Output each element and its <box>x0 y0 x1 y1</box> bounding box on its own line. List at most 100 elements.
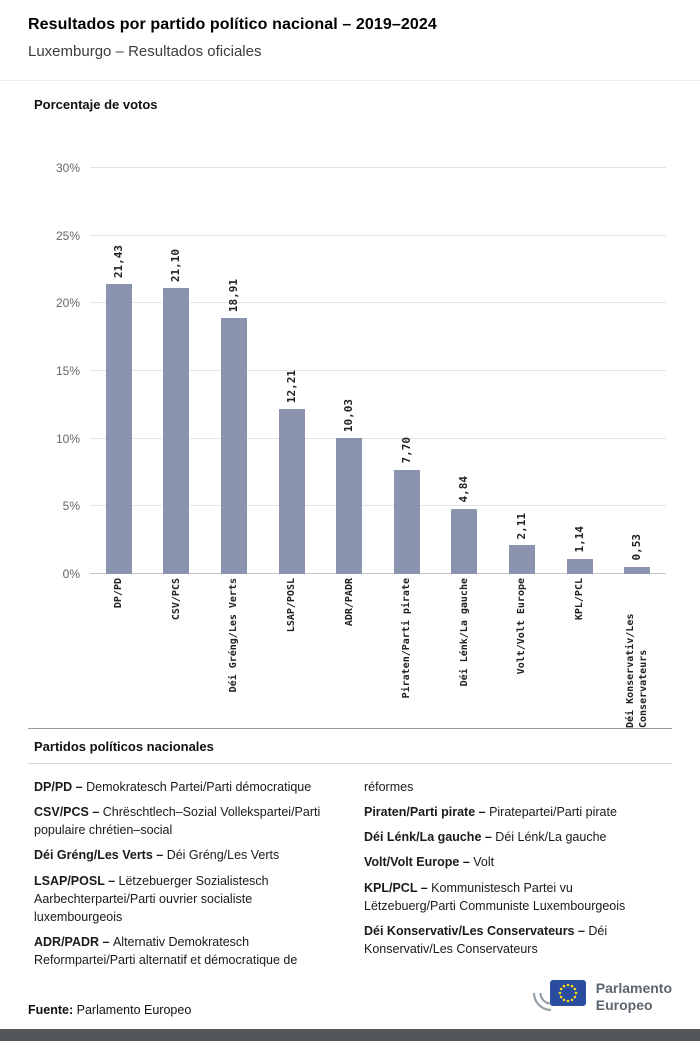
bar-value-label: 1,14 <box>572 526 586 553</box>
x-axis-label-slot: Déi Gréng/Les Verts <box>205 578 263 728</box>
bar-value-label: 21,10 <box>169 249 183 283</box>
x-axis-label-slot: LSAP/POSL <box>263 578 321 728</box>
x-axis-category-label: CSV/PCS <box>170 578 182 621</box>
report-header: Resultados por partido político nacional… <box>0 0 700 81</box>
bar <box>220 318 247 574</box>
party-definition: KPL/PCL – Kommunistesch Partei vu Lëtzeb… <box>364 880 626 913</box>
party-definition: Déi Gréng/Les Verts – Déi Gréng/Les Vert… <box>34 848 280 863</box>
y-axis-tick-label: 10% <box>55 431 80 446</box>
party-abbreviation: CSV/PCS – <box>34 805 103 820</box>
x-axis-label-slot: Volt/Volt Europe <box>493 578 551 728</box>
bar-column: 2,11 <box>493 168 551 574</box>
gridline <box>90 370 666 371</box>
gridline <box>90 302 666 304</box>
x-axis-category-label: Déi Konservativ/Les Conservateurs <box>625 613 650 728</box>
logo-line-1: Parlamento <box>595 980 672 997</box>
party-definition: ADR/PADR – Alternativ Demokratesch Refor… <box>34 934 298 967</box>
x-axis-label-slot: Piraten/Parti pirate <box>378 578 436 728</box>
bar <box>393 469 420 574</box>
gridline <box>90 167 666 168</box>
x-axis-category-label: LSAP/POSL <box>286 578 298 633</box>
bar <box>278 408 305 574</box>
bars-group: 21,43 21,10 18,91 12,21 10,03 7,70 4,84 2,11 1,1… <box>90 168 666 574</box>
party-legend-columns: DP/PD – Demokratesch Partei/Parti démocr… <box>28 764 672 980</box>
bar-column: 21,43 <box>90 168 148 574</box>
bar <box>451 508 478 574</box>
bar-value-label: 18,91 <box>226 278 240 313</box>
party-definition: Déi Lénk/La gauche – Déi Lénk/La gauche <box>364 830 607 845</box>
y-axis-tick-label: 20% <box>55 296 80 311</box>
bar-chart-plot: 21,43 21,10 18,91 12,21 10,03 7,70 4,84 2,11 1,1… <box>56 161 666 581</box>
bar <box>336 438 363 574</box>
party-abbreviation: ADR/PADR – <box>34 934 113 949</box>
bar-column: 10,03 <box>320 168 378 574</box>
bar-column: 18,91 <box>205 168 263 574</box>
party-definition: CSV/PCS – Chrëschtlech–Sozial Vollekspar… <box>34 805 321 838</box>
source-label: Fuente: <box>28 1003 74 1017</box>
y-axis-tick-label: 5% <box>62 499 80 514</box>
bar <box>624 566 651 574</box>
logo-wordmark: Parlamento Europeo <box>596 980 672 1012</box>
bar-value-label: 12,21 <box>284 369 298 403</box>
x-axis-category-label: KPL/PCL <box>574 578 586 621</box>
bar-column: 21,10 <box>148 168 206 574</box>
y-axis-tick-label: 25% <box>55 228 80 243</box>
party-abbreviation: DP/PD – <box>34 780 87 794</box>
logo-line-2: Europeo <box>595 996 653 1013</box>
party-abbreviation: Déi Lénk/La gauche – <box>364 830 496 845</box>
x-axis-label-slot: ADR/PADR <box>320 578 378 728</box>
party-legend-section: Partidos políticos nacionales DP/PD – De… <box>28 728 672 980</box>
party-definition: Déi Konservativ/Les Conservateurs – Déi … <box>364 923 608 956</box>
x-axis-label-slot: Déi Konservativ/Les Conservateurs <box>608 578 666 728</box>
x-axis-category-label: Piraten/Parti pirate <box>401 578 413 699</box>
gridline <box>90 234 666 236</box>
x-axis-label-slot: Déi Lénk/La gauche <box>436 578 494 728</box>
x-axis-label-slot: KPL/PCL <box>551 578 609 728</box>
party-abbreviation: Déi Gréng/Les Verts – <box>34 848 167 863</box>
bar-column: 1,14 <box>551 168 609 574</box>
party-abbreviation: LSAP/POSL – <box>34 873 119 888</box>
page-title: Resultados por partido político nacional… <box>28 16 437 33</box>
bar-column: 12,21 <box>263 168 321 574</box>
x-axis-label-slot: CSV/PCS <box>148 578 206 728</box>
x-axis-category-label: Volt/Volt Europe <box>516 578 528 675</box>
bar-column: 4,84 <box>436 168 494 574</box>
bar-value-label: 0,53 <box>630 534 644 561</box>
party-definition: DP/PD – Demokratesch Partei/Parti démocr… <box>34 780 312 794</box>
source-value: Parlamento Europeo <box>76 1003 192 1017</box>
bar-column: 7,70 <box>378 168 436 574</box>
party-abbreviation: Déi Konservativ/Les Conservateurs – <box>364 923 589 938</box>
bar-column: 0,53 <box>608 168 666 574</box>
party-definition: réformes <box>364 780 414 794</box>
bar-value-label: 2,11 <box>514 512 528 540</box>
bar <box>566 558 593 574</box>
x-axis-category-label: ADR/PADR <box>343 578 355 627</box>
x-axis-category-label: DP/PD <box>113 578 125 609</box>
party-legend-heading: Partidos políticos nacionales <box>28 729 672 764</box>
page-subtitle: Luxemburgo – Resultados oficiales <box>28 43 262 60</box>
party-abbreviation: Piraten/Parti pirate – <box>364 805 490 820</box>
y-axis-tick-label: 15% <box>55 364 80 378</box>
bar-value-label: 10,03 <box>342 399 356 433</box>
party-abbreviation: KPL/PCL – <box>364 880 432 895</box>
party-definition: Piraten/Parti pirate – Piratepartei/Part… <box>364 805 617 820</box>
bar <box>508 545 535 574</box>
party-abbreviation: Volt/Volt Europe – <box>364 855 474 870</box>
footer: Fuente: Parlamento Europeo Parlament <box>28 974 672 1019</box>
gridline <box>90 573 666 574</box>
bar-value-label: 7,70 <box>399 437 413 464</box>
y-axis-tick-label: 30% <box>55 161 80 175</box>
gridline <box>90 437 666 439</box>
bar-value-label: 21,43 <box>111 244 125 278</box>
x-axis-category-label: Déi Gréng/Les Verts <box>228 578 240 693</box>
chart-title: Porcentaje de votos <box>34 97 158 112</box>
y-axis-tick-label: 0% <box>62 567 80 581</box>
chart-section: Porcentaje de votos 21,43 21,10 18,91 12,21… <box>0 81 700 728</box>
x-axis-labels: DP/PD CSV/PCS Déi Gréng/Les Verts LSAP/POSL… <box>90 578 666 728</box>
bar <box>163 288 190 574</box>
party-definition: Volt/Volt Europe – Volt <box>364 855 495 870</box>
bar-value-label: 4,84 <box>457 476 471 503</box>
x-axis-label-slot: DP/PD <box>90 578 148 728</box>
source-note: Fuente: Parlamento Europeo <box>28 1003 191 1019</box>
party-legend-column-left: DP/PD – Demokratesch Partei/Parti démocr… <box>34 778 336 976</box>
